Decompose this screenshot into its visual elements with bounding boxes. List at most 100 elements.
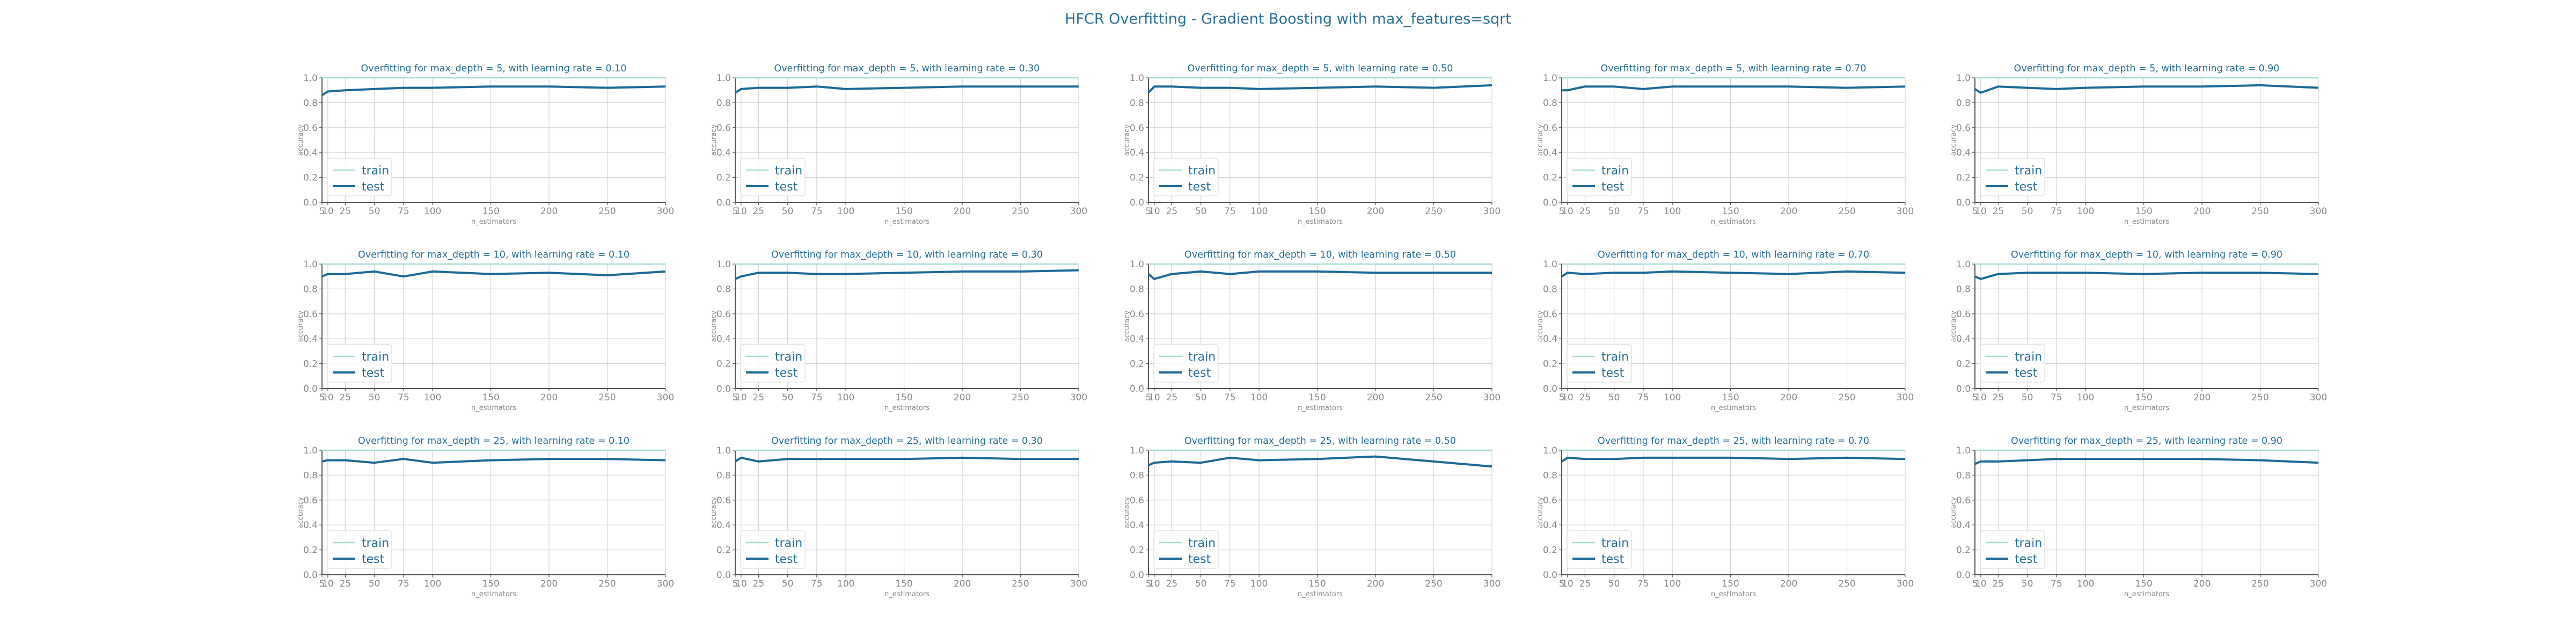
legend-label-test: test: [362, 367, 385, 380]
y-tick-label: 0.4: [1543, 148, 1557, 158]
x-tick-label: 150: [482, 579, 499, 589]
x-tick-label: 75: [1637, 579, 1649, 589]
legend-label-train: train: [775, 164, 802, 178]
y-tick-label: 0.6: [303, 123, 318, 134]
y-tick-label: 0.0: [1543, 570, 1557, 581]
x-tick-label: 250: [1838, 206, 1855, 217]
x-tick-label: 150: [1308, 206, 1326, 217]
y-tick-label: 1.0: [303, 259, 318, 270]
y-tick-label: 0.4: [1543, 520, 1557, 531]
x-tick-label: 10: [1148, 206, 1160, 217]
series-line-test: [1148, 455, 1492, 468]
subplot-5: Overfitting for max_depth = 5, with lear…: [1950, 63, 2327, 226]
series-line-test: [1562, 85, 1906, 92]
y-tick-label: 0.2: [1543, 359, 1557, 370]
x-tick-label: 25: [1166, 392, 1178, 403]
x-tick-label: 200: [954, 206, 971, 217]
subplot-15: Overfitting for max_depth = 25, with lea…: [1950, 436, 2327, 598]
y-tick-label: 0.6: [716, 309, 731, 320]
x-tick-label: 200: [540, 579, 558, 589]
x-tick-label: 25: [753, 579, 765, 589]
x-tick-label: 10: [1562, 392, 1574, 403]
x-tick-label: 5: [1559, 579, 1565, 589]
x-tick-label: 250: [1425, 579, 1442, 589]
x-tick-label: 5: [1972, 206, 1978, 217]
x-tick-label: 25: [1993, 392, 2004, 403]
subplot-14: Overfitting for max_depth = 25, with lea…: [1536, 436, 1914, 598]
x-tick-label: 25: [340, 392, 352, 403]
legend-label-test: test: [1601, 553, 1624, 566]
x-tick-label: 100: [424, 206, 441, 217]
subplot-8: Overfitting for max_depth = 10, with lea…: [1123, 250, 1501, 412]
y-axis-label: accuracy: [1950, 496, 1958, 528]
x-tick-label: 200: [1367, 392, 1384, 403]
y-tick-label: 0.2: [303, 173, 318, 184]
x-tick-label: 50: [369, 392, 380, 403]
y-axis-label: accuracy: [1950, 124, 1958, 156]
y-tick-label: 0.6: [1130, 495, 1144, 506]
y-tick-label: 0.6: [1543, 123, 1557, 134]
y-tick-label: 0.6: [1543, 309, 1557, 320]
x-tick-label: 5: [1146, 392, 1152, 403]
y-tick-label: 0.4: [716, 334, 731, 345]
legend-label-test: test: [1188, 180, 1211, 194]
y-tick-label: 0.8: [303, 284, 318, 295]
series-line-test: [1147, 84, 1492, 94]
y-tick-label: 1.0: [1956, 73, 1971, 84]
x-axis-label: n_estimators: [2124, 404, 2169, 412]
x-tick-label: 10: [1148, 579, 1160, 589]
x-tick-label: 300: [1483, 206, 1501, 217]
x-axis-label: n_estimators: [884, 404, 930, 412]
x-tick-label: 25: [1166, 579, 1178, 589]
y-tick-label: 0.8: [716, 284, 731, 295]
y-tick-label: 1.0: [1956, 259, 1971, 270]
subplot-12: Overfitting for max_depth = 25, with lea…: [710, 436, 1087, 598]
x-axis-label: n_estimators: [2124, 590, 2169, 598]
y-axis-label: accuracy: [297, 124, 305, 156]
y-tick-label: 0.4: [716, 520, 731, 531]
x-tick-label: 100: [837, 579, 854, 589]
x-tick-label: 250: [1012, 579, 1029, 589]
x-tick-label: 300: [2310, 579, 2327, 589]
y-tick-label: 0.4: [1956, 334, 1971, 345]
x-tick-label: 75: [811, 579, 823, 589]
series-line-test: [1561, 270, 1906, 277]
legend-label-train: train: [362, 164, 389, 178]
x-tick-label: 5: [319, 392, 325, 403]
x-tick-label: 100: [2077, 392, 2094, 403]
legend-label-test: test: [2015, 180, 2038, 194]
x-tick-label: 100: [2077, 206, 2094, 217]
legend-label-train: train: [1601, 537, 1629, 550]
subplot-title: Overfitting for max_depth = 25, with lea…: [2011, 436, 2282, 447]
x-tick-label: 50: [2022, 579, 2033, 589]
x-tick-label: 250: [1425, 206, 1442, 217]
x-tick-label: 5: [1559, 206, 1565, 217]
y-tick-label: 1.0: [1956, 445, 1971, 456]
x-tick-label: 300: [2310, 206, 2327, 217]
x-tick-label: 100: [2077, 579, 2094, 589]
x-tick-label: 200: [540, 392, 558, 403]
y-tick-label: 0.0: [1956, 570, 1971, 581]
y-tick-label: 0.8: [1543, 470, 1557, 481]
y-tick-label: 0.6: [1130, 123, 1144, 134]
y-tick-label: 0.2: [303, 359, 318, 370]
x-tick-label: 25: [1993, 579, 2004, 589]
y-tick-label: 0.8: [1543, 284, 1557, 295]
series-line-test: [321, 270, 666, 278]
y-axis-label: accuracy: [297, 496, 305, 528]
subplot-title: Overfitting for max_depth = 10, with lea…: [771, 250, 1043, 260]
y-tick-label: 0.2: [303, 545, 318, 556]
x-axis-label: n_estimators: [471, 590, 516, 598]
y-tick-label: 0.0: [1130, 570, 1144, 581]
y-tick-label: 0.4: [1130, 334, 1144, 345]
legend-label-train: train: [1601, 164, 1629, 178]
x-tick-label: 25: [753, 392, 765, 403]
y-axis-label: accuracy: [1123, 310, 1131, 342]
legend-label-test: test: [362, 553, 385, 566]
x-tick-label: 300: [657, 392, 674, 403]
x-tick-label: 10: [1562, 206, 1574, 217]
x-tick-label: 200: [540, 206, 558, 217]
x-tick-label: 25: [1166, 206, 1178, 217]
x-tick-label: 5: [733, 206, 738, 217]
y-tick-label: 0.0: [716, 197, 731, 208]
